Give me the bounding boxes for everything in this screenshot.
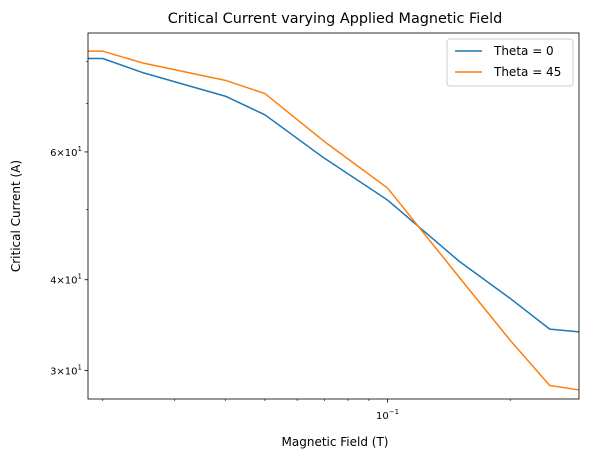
plot-area-frame xyxy=(87,32,580,400)
y-axis-ticks: 3×101 4×101 6×101 xyxy=(50,60,88,377)
legend-label-theta-45: Theta = 45 xyxy=(493,65,561,79)
x-axis-ticks: 10−1 xyxy=(102,399,511,422)
y-axis-label: Critical Current (A) xyxy=(9,160,23,272)
series-line-theta-45 xyxy=(88,50,580,391)
x-tick-label: 10−1 xyxy=(376,408,399,422)
y-tick-label: 3×101 xyxy=(50,363,82,377)
x-axis-label: Magnetic Field (T) xyxy=(282,435,389,449)
legend-label-theta-0: Theta = 0 xyxy=(493,44,554,58)
y-tick-label: 6×101 xyxy=(50,145,82,159)
series-line-theta-0 xyxy=(88,57,580,333)
chart-title: Critical Current varying Applied Magneti… xyxy=(168,11,502,27)
y-tick-label: 4×101 xyxy=(50,273,82,287)
series-layer xyxy=(88,50,580,391)
legend: Theta = 0 Theta = 45 xyxy=(446,38,574,87)
